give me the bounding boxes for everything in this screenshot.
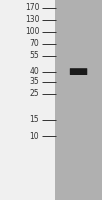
- Text: 40: 40: [29, 67, 39, 76]
- FancyBboxPatch shape: [70, 68, 87, 75]
- Text: 25: 25: [30, 89, 39, 98]
- Text: 55: 55: [29, 51, 39, 60]
- Text: 10: 10: [30, 132, 39, 141]
- Text: 35: 35: [29, 77, 39, 86]
- Text: 170: 170: [25, 3, 39, 12]
- Text: 15: 15: [30, 116, 39, 124]
- Text: 70: 70: [29, 39, 39, 48]
- Text: 130: 130: [25, 15, 39, 24]
- Text: 100: 100: [25, 27, 39, 36]
- Bar: [0, 0, 55, 200]
